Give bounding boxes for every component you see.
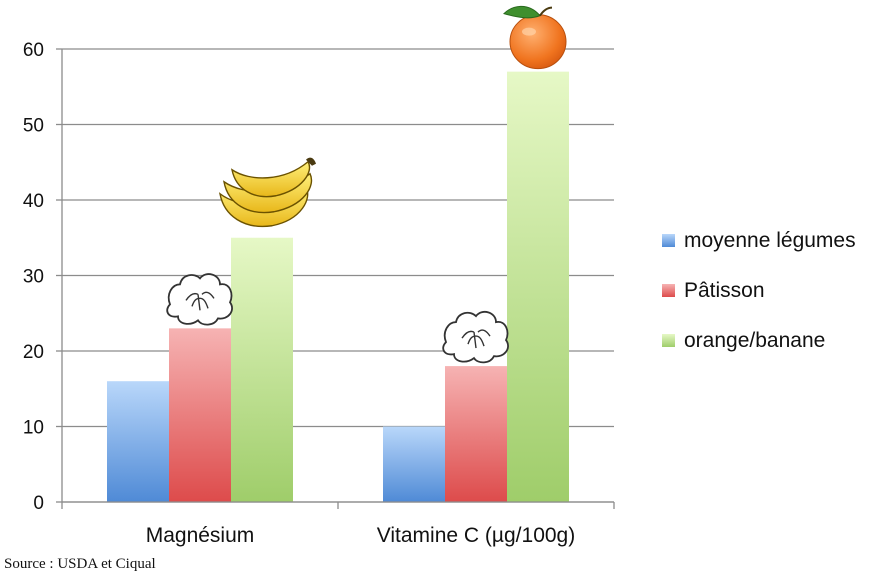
y-tick-label: 0 [33, 493, 44, 514]
bar-3-1 [231, 237, 293, 502]
bar-icons [166, 5, 567, 364]
legend-label: Pâtisson [684, 279, 765, 302]
orange-icon [503, 5, 567, 70]
x-tick-label: Vitamine C (µg/100g) [377, 524, 575, 547]
x-axis: Magnésium Vitamine C (µg/100g) [61, 501, 615, 547]
banana-icon [218, 157, 316, 228]
bar-1-2 [383, 426, 445, 502]
legend-swatch [662, 284, 675, 297]
pattypan-squash-icon [166, 273, 233, 326]
bar-2-2 [445, 366, 507, 502]
y-tick-label: 10 [23, 418, 44, 439]
y-tick-label: 50 [23, 116, 44, 137]
source-note: Source : USDA et Ciqual [4, 556, 156, 572]
bar-2-1 [169, 328, 231, 502]
legend-swatch [662, 334, 675, 347]
legend-label: orange/banane [684, 329, 825, 352]
legend-label: moyenne légumes [684, 229, 856, 252]
x-tick-label: Magnésium [146, 524, 255, 547]
y-tick-label: 40 [23, 191, 44, 212]
pattypan-squash-icon [442, 310, 509, 364]
legend: moyenne légumes Pâtisson orange/banane [662, 229, 856, 352]
bars [107, 71, 569, 503]
y-tick-label: 60 [23, 40, 44, 61]
bar-1-1 [107, 381, 169, 502]
bar-3-2 [507, 71, 569, 503]
y-tick-label: 20 [23, 342, 44, 363]
legend-swatch [662, 234, 675, 247]
y-axis: 0 10 20 30 40 50 60 [23, 40, 63, 514]
y-tick-label: 30 [23, 267, 44, 288]
